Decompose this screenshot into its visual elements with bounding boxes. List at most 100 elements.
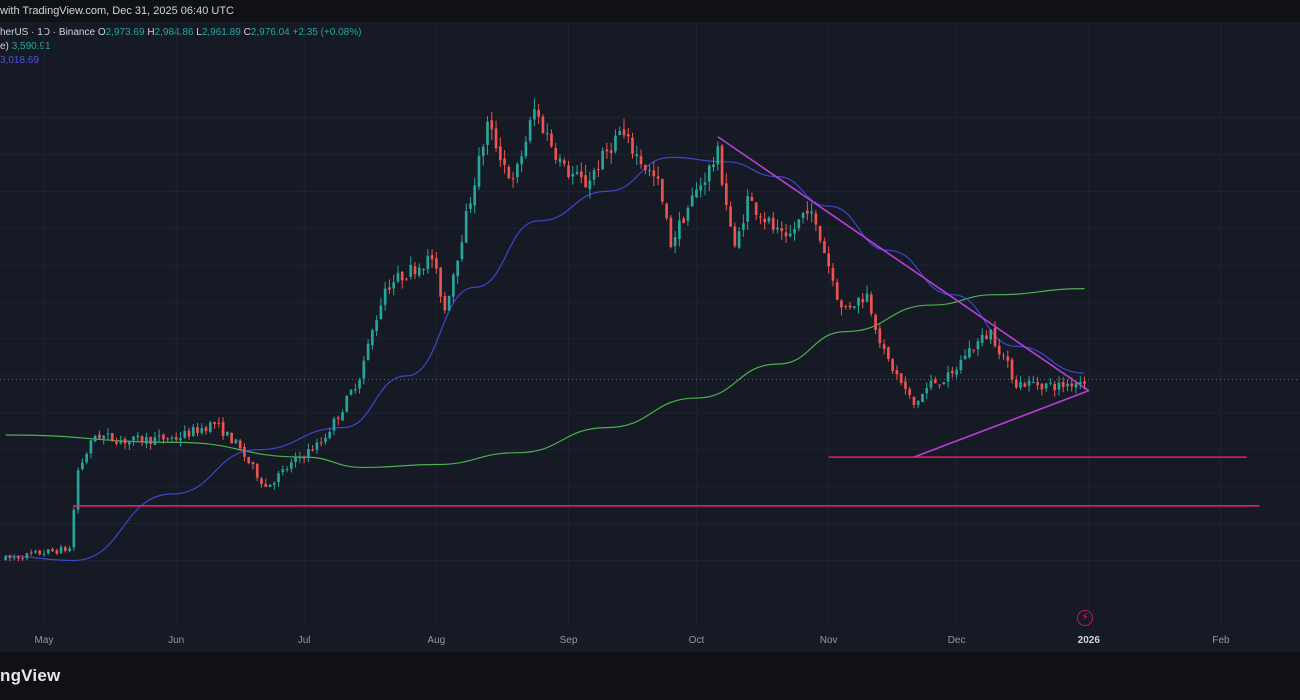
legend-high-value: 2,984.86 (154, 27, 194, 38)
candlesticks (4, 98, 1086, 562)
candle-body (208, 422, 212, 432)
candle-body (413, 266, 417, 275)
candle-body (699, 185, 703, 191)
candle-body (311, 449, 314, 451)
candle-body (759, 216, 762, 218)
candle-body (328, 431, 332, 439)
candle-body (1019, 382, 1022, 388)
candle-body (358, 380, 361, 389)
candle-body (132, 436, 135, 441)
candle-body (217, 422, 221, 424)
candle-body (1078, 382, 1082, 385)
candle-body (1023, 383, 1027, 387)
x-axis-label: Oct (689, 635, 705, 646)
candle-body (618, 131, 622, 136)
candle-body (452, 274, 455, 297)
candle-body (123, 439, 127, 444)
lightning-bolt-icon[interactable]: ⚡ (1077, 610, 1093, 626)
x-axis-label: Aug (427, 635, 445, 646)
candle-body (639, 156, 643, 165)
legend-ma-long-row[interactable]: e) 3,590.91 (0, 40, 361, 54)
candle-body (865, 293, 869, 302)
candle-body (396, 272, 400, 282)
candle-body (959, 360, 963, 371)
candle-body (315, 442, 319, 450)
price-chart[interactable]: May Jun Jul Aug Sep Oct Nov Dec 2026 Feb (0, 22, 1300, 652)
candle-body (486, 121, 489, 145)
candle-body (204, 427, 208, 432)
candle-body (746, 196, 749, 222)
candle-body (908, 389, 912, 396)
candle-body (255, 464, 259, 478)
candle-body (567, 165, 570, 178)
x-axis: May Jun Jul Aug Sep Oct Nov Dec 2026 Feb (0, 627, 1300, 652)
candle-body (1053, 383, 1057, 391)
candle-body (1027, 380, 1031, 386)
candle-body (835, 282, 839, 300)
candle-body (605, 149, 609, 152)
candle-body (464, 211, 468, 243)
candle-body (1032, 382, 1035, 384)
candle-body (648, 170, 651, 172)
candle-body (38, 550, 42, 555)
candle-body (1083, 381, 1086, 384)
candle-body (882, 344, 886, 349)
legend-symbol[interactable]: herUS · 1D · Binance (0, 27, 96, 38)
candle-body (183, 431, 187, 438)
candle-body (554, 148, 558, 160)
candle-body (861, 299, 865, 303)
candle-body (643, 165, 647, 171)
candle-body (145, 437, 148, 444)
candle-body (85, 454, 88, 463)
candle-body (852, 306, 856, 308)
candle-body (430, 255, 434, 260)
candle-body (631, 137, 634, 154)
candle-body (733, 226, 737, 246)
candle-body (140, 436, 144, 443)
candle-body (226, 431, 229, 436)
x-axis-label: Jul (298, 635, 311, 646)
legend-ma-long-value: 3,590.91 (11, 41, 51, 52)
published-header: with TradingView.com, Dec 31, 2025 06:40… (0, 0, 1300, 22)
candle-body (17, 556, 20, 559)
x-axis-label: Sep (560, 635, 578, 646)
candle-body (51, 549, 54, 552)
candle-body (780, 228, 784, 232)
candle-body (196, 427, 199, 433)
x-axis-label: Dec (948, 635, 966, 646)
ma-short-path (5, 156, 1085, 562)
legend-ma-short-row[interactable]: 3,018.69 (0, 54, 361, 68)
candle-body (89, 440, 93, 454)
candle-body (661, 179, 664, 202)
candle-body (972, 349, 975, 351)
candle-body (307, 449, 310, 458)
candle-body (285, 469, 289, 471)
candle-body (119, 440, 123, 444)
candle-body (422, 269, 425, 271)
candle-body (801, 212, 805, 219)
candle-body (545, 133, 549, 135)
candle-body (784, 232, 788, 237)
candle-body (371, 330, 374, 346)
candle-body (899, 373, 903, 383)
candle-body (319, 442, 323, 444)
chart-grid (0, 22, 1300, 627)
candle-body (767, 217, 771, 222)
candle-body (925, 388, 929, 394)
candle-body (682, 218, 685, 223)
candle-body (46, 549, 50, 554)
candle-body (55, 550, 59, 554)
candle-body (929, 380, 933, 388)
candle-body (806, 210, 809, 214)
candle-body (541, 116, 545, 133)
candle-body (375, 320, 378, 332)
candle-body (891, 359, 894, 372)
candle-body (665, 203, 668, 219)
candle-body (170, 437, 174, 439)
candle-body (298, 457, 302, 459)
candle-body (716, 146, 720, 165)
legend-high-label: H (147, 27, 155, 38)
candle-body (392, 282, 396, 289)
candle-body (42, 553, 46, 555)
candle-body (230, 432, 233, 444)
